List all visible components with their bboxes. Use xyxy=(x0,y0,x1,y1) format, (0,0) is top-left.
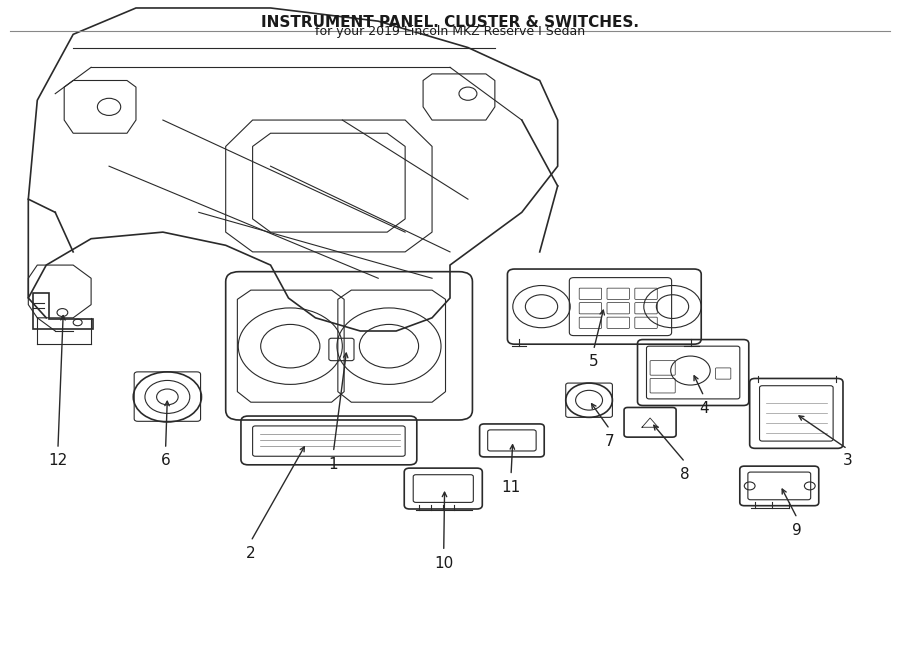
Text: 2: 2 xyxy=(246,545,256,561)
Text: 9: 9 xyxy=(792,522,802,538)
Text: 5: 5 xyxy=(589,354,598,369)
Text: 7: 7 xyxy=(605,434,615,449)
Text: 3: 3 xyxy=(842,453,852,469)
Text: 10: 10 xyxy=(434,555,454,571)
Text: INSTRUMENT PANEL. CLUSTER & SWITCHES.: INSTRUMENT PANEL. CLUSTER & SWITCHES. xyxy=(261,15,639,30)
Text: for your 2019 Lincoln MKZ Reserve I Sedan: for your 2019 Lincoln MKZ Reserve I Seda… xyxy=(315,25,585,38)
Text: 1: 1 xyxy=(328,457,338,471)
Text: 6: 6 xyxy=(161,453,170,469)
Text: 11: 11 xyxy=(501,480,520,495)
Text: 12: 12 xyxy=(49,453,68,469)
Text: 4: 4 xyxy=(699,401,708,416)
Text: 8: 8 xyxy=(680,467,690,481)
